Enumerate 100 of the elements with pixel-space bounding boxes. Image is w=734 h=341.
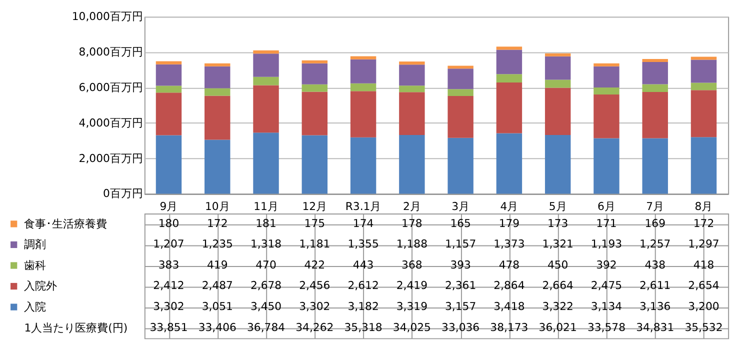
data-label: 450 (547, 258, 568, 272)
x-tick-label: 12月 (302, 200, 328, 214)
data-label: 179 (498, 216, 520, 230)
bar (448, 68, 474, 90)
bar (496, 74, 522, 83)
data-label: 1,257 (640, 238, 671, 251)
data-label: 3,302 (299, 300, 330, 313)
bar (399, 86, 425, 92)
data-label: 2,664 (542, 279, 574, 292)
bar (253, 132, 279, 194)
data-label: 3,418 (494, 300, 525, 313)
data-label: 1,181 (299, 238, 330, 251)
data-label: 169 (644, 216, 666, 230)
data-label: 2,412 (153, 279, 184, 292)
data-label: 165 (450, 216, 471, 230)
bar (399, 92, 425, 135)
bar (594, 138, 620, 194)
bar (496, 50, 522, 74)
bar (496, 82, 522, 134)
legend-label: 入院外 (24, 280, 58, 293)
data-label: 2,419 (396, 279, 428, 292)
data-label: 2,475 (590, 279, 622, 292)
data-label: 419 (207, 258, 228, 272)
data-label: 422 (304, 258, 326, 272)
legend-label: 調剤 (24, 238, 46, 252)
bar (204, 88, 230, 96)
data-label: 2,864 (494, 279, 525, 292)
data-label: 443 (352, 258, 374, 272)
data-label: 2,487 (202, 279, 233, 292)
bar (399, 61, 425, 65)
data-label: 1,318 (250, 238, 282, 251)
bar (448, 89, 474, 96)
data-label: 1,157 (444, 238, 476, 251)
bar (448, 138, 474, 194)
data-label: 392 (596, 258, 617, 272)
y-tick-label: 2,000百万円 (78, 152, 143, 165)
x-tick-label: 7月 (646, 200, 664, 214)
text: 35,532 (684, 320, 723, 334)
data-label: 1,373 (494, 238, 525, 251)
x-tick-label: R3.1月 (345, 200, 382, 214)
bar (399, 64, 425, 86)
data-label: 3,319 (396, 300, 428, 313)
bar (642, 84, 668, 92)
bar (204, 63, 230, 66)
bar (642, 92, 668, 138)
data-label: 174 (352, 216, 374, 230)
bar (544, 80, 571, 88)
data-label: 181 (256, 216, 276, 230)
bar (253, 50, 279, 54)
data-label: 3,450 (250, 300, 282, 313)
data-label: 1,297 (688, 238, 720, 251)
text: 34,262 (296, 320, 334, 334)
bar (594, 66, 620, 88)
x-tick-label: 9月 (160, 200, 178, 214)
data-label: 368 (402, 258, 422, 272)
data-label: 2,611 (640, 279, 671, 292)
data-label: 478 (498, 258, 520, 272)
data-label: 3,182 (348, 300, 379, 313)
legend-label: 入院 (24, 300, 46, 314)
data-label: 2,456 (299, 279, 330, 292)
y-tick-label: 8,000百万円 (78, 46, 143, 59)
data-label: 1,235 (202, 238, 233, 251)
bar (156, 135, 182, 194)
data-label: 3,322 (542, 300, 574, 313)
text: 34,831 (636, 320, 674, 334)
data-label: 172 (207, 216, 228, 230)
text: 38,173 (490, 320, 528, 334)
bar (544, 134, 571, 194)
data-label: 172 (693, 216, 714, 230)
bar (399, 135, 425, 194)
data-label: 438 (644, 258, 666, 272)
bar (204, 96, 230, 140)
data-label: 3,200 (688, 300, 720, 313)
bar (690, 56, 717, 60)
bar (642, 62, 668, 84)
bar (204, 66, 230, 88)
data-label: 1,188 (396, 238, 428, 251)
x-tick-label: 8月 (694, 200, 713, 214)
bar (156, 61, 182, 64)
bar (642, 138, 668, 194)
bar (302, 60, 328, 64)
data-label: 173 (547, 216, 568, 230)
text: 34,025 (392, 320, 431, 334)
bar (156, 86, 182, 93)
bar (496, 133, 522, 194)
bar (544, 88, 571, 135)
legend-label: 食事･生活療養費 (24, 217, 108, 230)
x-tick-label: 10月 (204, 200, 230, 214)
data-label: 175 (304, 216, 326, 230)
bar (690, 60, 717, 83)
bar (302, 63, 328, 84)
text: 36,784 (246, 320, 286, 334)
data-label: 1,321 (542, 238, 574, 251)
data-label: 393 (450, 258, 472, 272)
bar (350, 83, 376, 92)
bar (350, 91, 376, 138)
data-label: 1,355 (348, 238, 379, 251)
bar (350, 137, 376, 194)
data-label: 2,361 (444, 279, 476, 292)
bar (448, 66, 474, 69)
